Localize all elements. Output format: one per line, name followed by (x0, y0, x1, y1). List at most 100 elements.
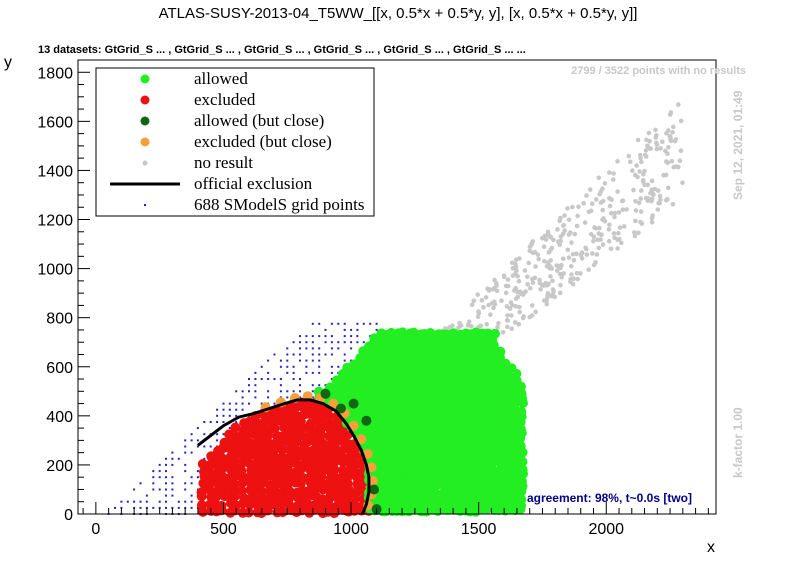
no-result-point (658, 197, 663, 202)
no-result-point (499, 298, 504, 304)
excluded-point (330, 437, 341, 448)
grid-point (305, 341, 308, 344)
grid-point (318, 322, 321, 325)
grid-point (343, 341, 346, 344)
no-result-point (565, 206, 570, 211)
no-result-point (651, 192, 656, 197)
no-result-point (558, 282, 563, 288)
no-result-point (587, 187, 593, 192)
grid-point (337, 341, 340, 344)
y-tick-label: 1000 (37, 262, 73, 279)
grid-point (343, 322, 346, 325)
grid-point (158, 506, 161, 509)
grid-point (273, 378, 276, 380)
no-result-point (529, 313, 535, 318)
grid-point (343, 353, 346, 356)
grid-point (241, 396, 244, 399)
no-result-point (590, 251, 595, 256)
no-result-point (619, 240, 624, 246)
grid-point (362, 322, 365, 325)
grid-point (260, 365, 263, 368)
grid-point (356, 322, 359, 325)
grid-point (279, 390, 282, 393)
no-result-point (635, 137, 641, 143)
no-result-point (551, 237, 556, 243)
grid-point (337, 365, 340, 368)
grid-point (324, 353, 327, 356)
no-result-point (617, 225, 623, 230)
no-result-point (574, 223, 580, 229)
no-result-point (504, 304, 510, 309)
grid-point (171, 482, 174, 485)
no-result-point (660, 139, 665, 144)
grid-point (190, 439, 193, 442)
excluded-close-point (366, 462, 377, 473)
grid-point (235, 414, 238, 417)
grid-point (139, 500, 142, 503)
grid-point (343, 328, 346, 331)
allowed-point (397, 327, 408, 338)
no-result-point (664, 131, 669, 136)
grid-point (311, 347, 314, 350)
k-factor-note: k-factor 1.00 (731, 407, 745, 478)
grid-point (292, 371, 295, 374)
allowed-point (517, 464, 528, 475)
excluded-point (270, 443, 281, 454)
grid-point (145, 494, 148, 497)
no-result-point (456, 325, 461, 331)
grid-point (311, 396, 314, 399)
no-result-point (505, 324, 510, 330)
no-result-point (558, 215, 563, 221)
no-result-point (676, 164, 681, 170)
grid-point (286, 365, 289, 368)
no-result-point (481, 305, 486, 310)
grid-point (311, 384, 314, 387)
excluded-point (257, 486, 268, 497)
scatter-points (107, 102, 685, 519)
no-result-point (545, 293, 550, 298)
legend-marker-grid-points (144, 204, 146, 206)
no-result-point (671, 124, 676, 130)
grid-point (216, 421, 219, 423)
no-result-point (533, 264, 538, 269)
no-result-point (649, 220, 655, 225)
no-result-point (626, 153, 632, 159)
no-result-point (612, 235, 617, 241)
no-result-point (513, 286, 519, 292)
grid-point (196, 476, 199, 479)
grid-point (184, 445, 187, 448)
grid-point (254, 390, 257, 393)
no-result-point (557, 290, 563, 296)
no-result-point (571, 257, 577, 263)
grid-point (152, 482, 155, 485)
excluded-point (277, 507, 288, 518)
no-result-point (606, 227, 612, 232)
grid-point (222, 421, 225, 423)
grid-point (375, 328, 378, 331)
no-result-point (655, 207, 661, 212)
no-result-point (491, 305, 496, 311)
grid-point (216, 408, 219, 411)
no-result-count: 2799 / 3522 points with no results (571, 65, 746, 77)
no-result-point (510, 302, 515, 308)
no-result-point (593, 197, 599, 202)
grid-point (209, 421, 212, 423)
no-result-point (624, 207, 629, 212)
grid-point (241, 402, 244, 405)
no-result-point (654, 146, 660, 152)
grid-point (299, 353, 301, 356)
excluded-point (290, 424, 301, 435)
excluded-close-point (348, 420, 359, 431)
no-result-point (466, 319, 472, 325)
no-result-point (607, 170, 612, 175)
grid-point (184, 506, 187, 509)
no-result-point (584, 252, 590, 257)
grid-point (324, 384, 327, 387)
no-result-point (668, 138, 674, 144)
excluded-point (322, 499, 333, 510)
grid-point (171, 457, 174, 460)
no-result-point (609, 197, 614, 202)
grid-point (356, 328, 359, 331)
legend-marker-allowed-close (140, 116, 150, 126)
grid-point (324, 328, 327, 331)
